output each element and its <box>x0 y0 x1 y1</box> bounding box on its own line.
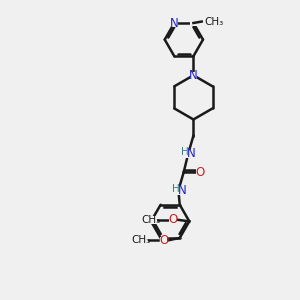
Bar <box>145 216 157 224</box>
Text: CH₃: CH₃ <box>205 16 224 26</box>
Text: CH₃: CH₃ <box>141 215 161 225</box>
Bar <box>190 17 205 26</box>
Text: CH₃: CH₃ <box>132 235 151 245</box>
Bar <box>169 216 177 224</box>
Text: O: O <box>195 166 205 179</box>
Text: N: N <box>187 147 196 161</box>
Text: N: N <box>189 69 198 82</box>
Text: H: H <box>172 184 179 194</box>
Text: O: O <box>159 234 168 247</box>
Text: H: H <box>181 147 189 158</box>
Text: O: O <box>169 213 178 226</box>
Bar <box>160 237 167 244</box>
Text: N: N <box>170 16 179 29</box>
Bar <box>172 186 184 194</box>
Bar <box>171 19 178 27</box>
Bar <box>182 150 194 158</box>
Bar <box>135 237 148 244</box>
Text: N: N <box>178 184 186 197</box>
Bar <box>196 169 204 176</box>
Bar <box>190 72 197 79</box>
